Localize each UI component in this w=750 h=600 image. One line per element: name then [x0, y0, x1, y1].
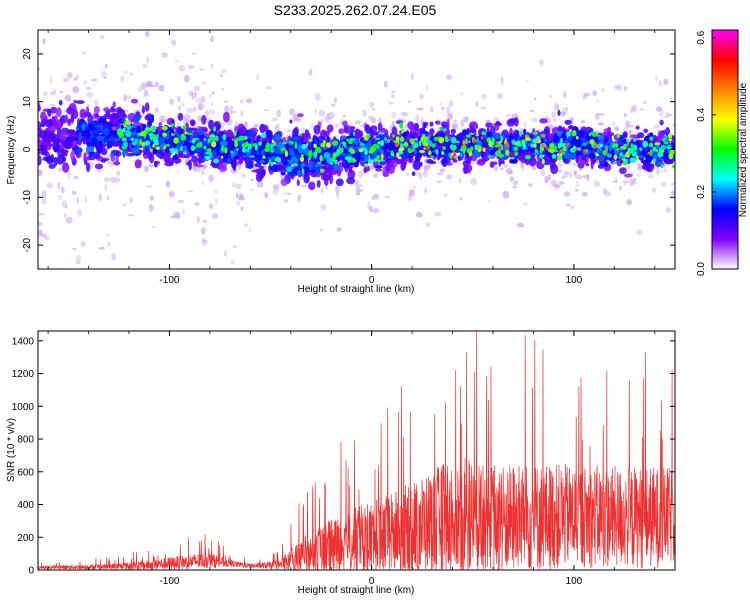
y-tick-label: 1000	[12, 402, 35, 413]
y-tick-label: 800	[17, 435, 34, 446]
y-tick-label: -20	[22, 237, 33, 252]
spectrogram-x-axis-label: Height of straight line (km)	[298, 284, 415, 295]
snr-series-line	[38, 331, 675, 570]
x-tick-label: 100	[566, 275, 583, 286]
x-tick-label: 0	[369, 275, 375, 286]
y-tick-label: 0	[28, 566, 34, 577]
x-tick-label: 100	[566, 576, 583, 587]
y-tick-label: 10	[22, 96, 33, 108]
x-tick-label: 0	[369, 576, 375, 587]
y-tick-label: 20	[22, 48, 33, 60]
snr-y-axis-label: SNR (10 * v/v)	[6, 418, 17, 482]
y-tick-label: 400	[17, 500, 34, 511]
colorbar-tick-label: 0.6	[696, 30, 707, 44]
colorbar-frame	[711, 29, 739, 270]
y-tick-label: 600	[17, 467, 34, 478]
snr-x-axis-label: Height of straight line (km)	[298, 585, 415, 596]
x-tick-label: -100	[159, 275, 179, 286]
colorbar-tick-label: 0.2	[696, 185, 707, 199]
x-tick-label: -100	[159, 576, 179, 587]
y-tick-label: 200	[17, 533, 34, 544]
colorbar-tick-label: 0.4	[696, 107, 707, 121]
y-tick-label: 0	[22, 146, 33, 152]
colorbar: 0.0 0.2 0.4 0.6 Normalized spectral amplitu…	[696, 29, 749, 276]
colorbar-label: Normalized spectral amplitude	[738, 82, 749, 217]
y-tick-label: 1400	[12, 336, 35, 347]
spectrogram-image	[38, 30, 675, 265]
snr-frame	[37, 330, 676, 571]
y-tick-label: -10	[22, 190, 33, 205]
page-title: S233.2025.262.07.24.E05	[273, 2, 437, 18]
spectrogram-y-axis-label: Frequency (Hz)	[6, 116, 17, 185]
colorbar-gradient	[712, 30, 738, 269]
colorbar-tick-label: 0.0	[696, 262, 707, 276]
y-tick-label: 1200	[12, 369, 35, 380]
